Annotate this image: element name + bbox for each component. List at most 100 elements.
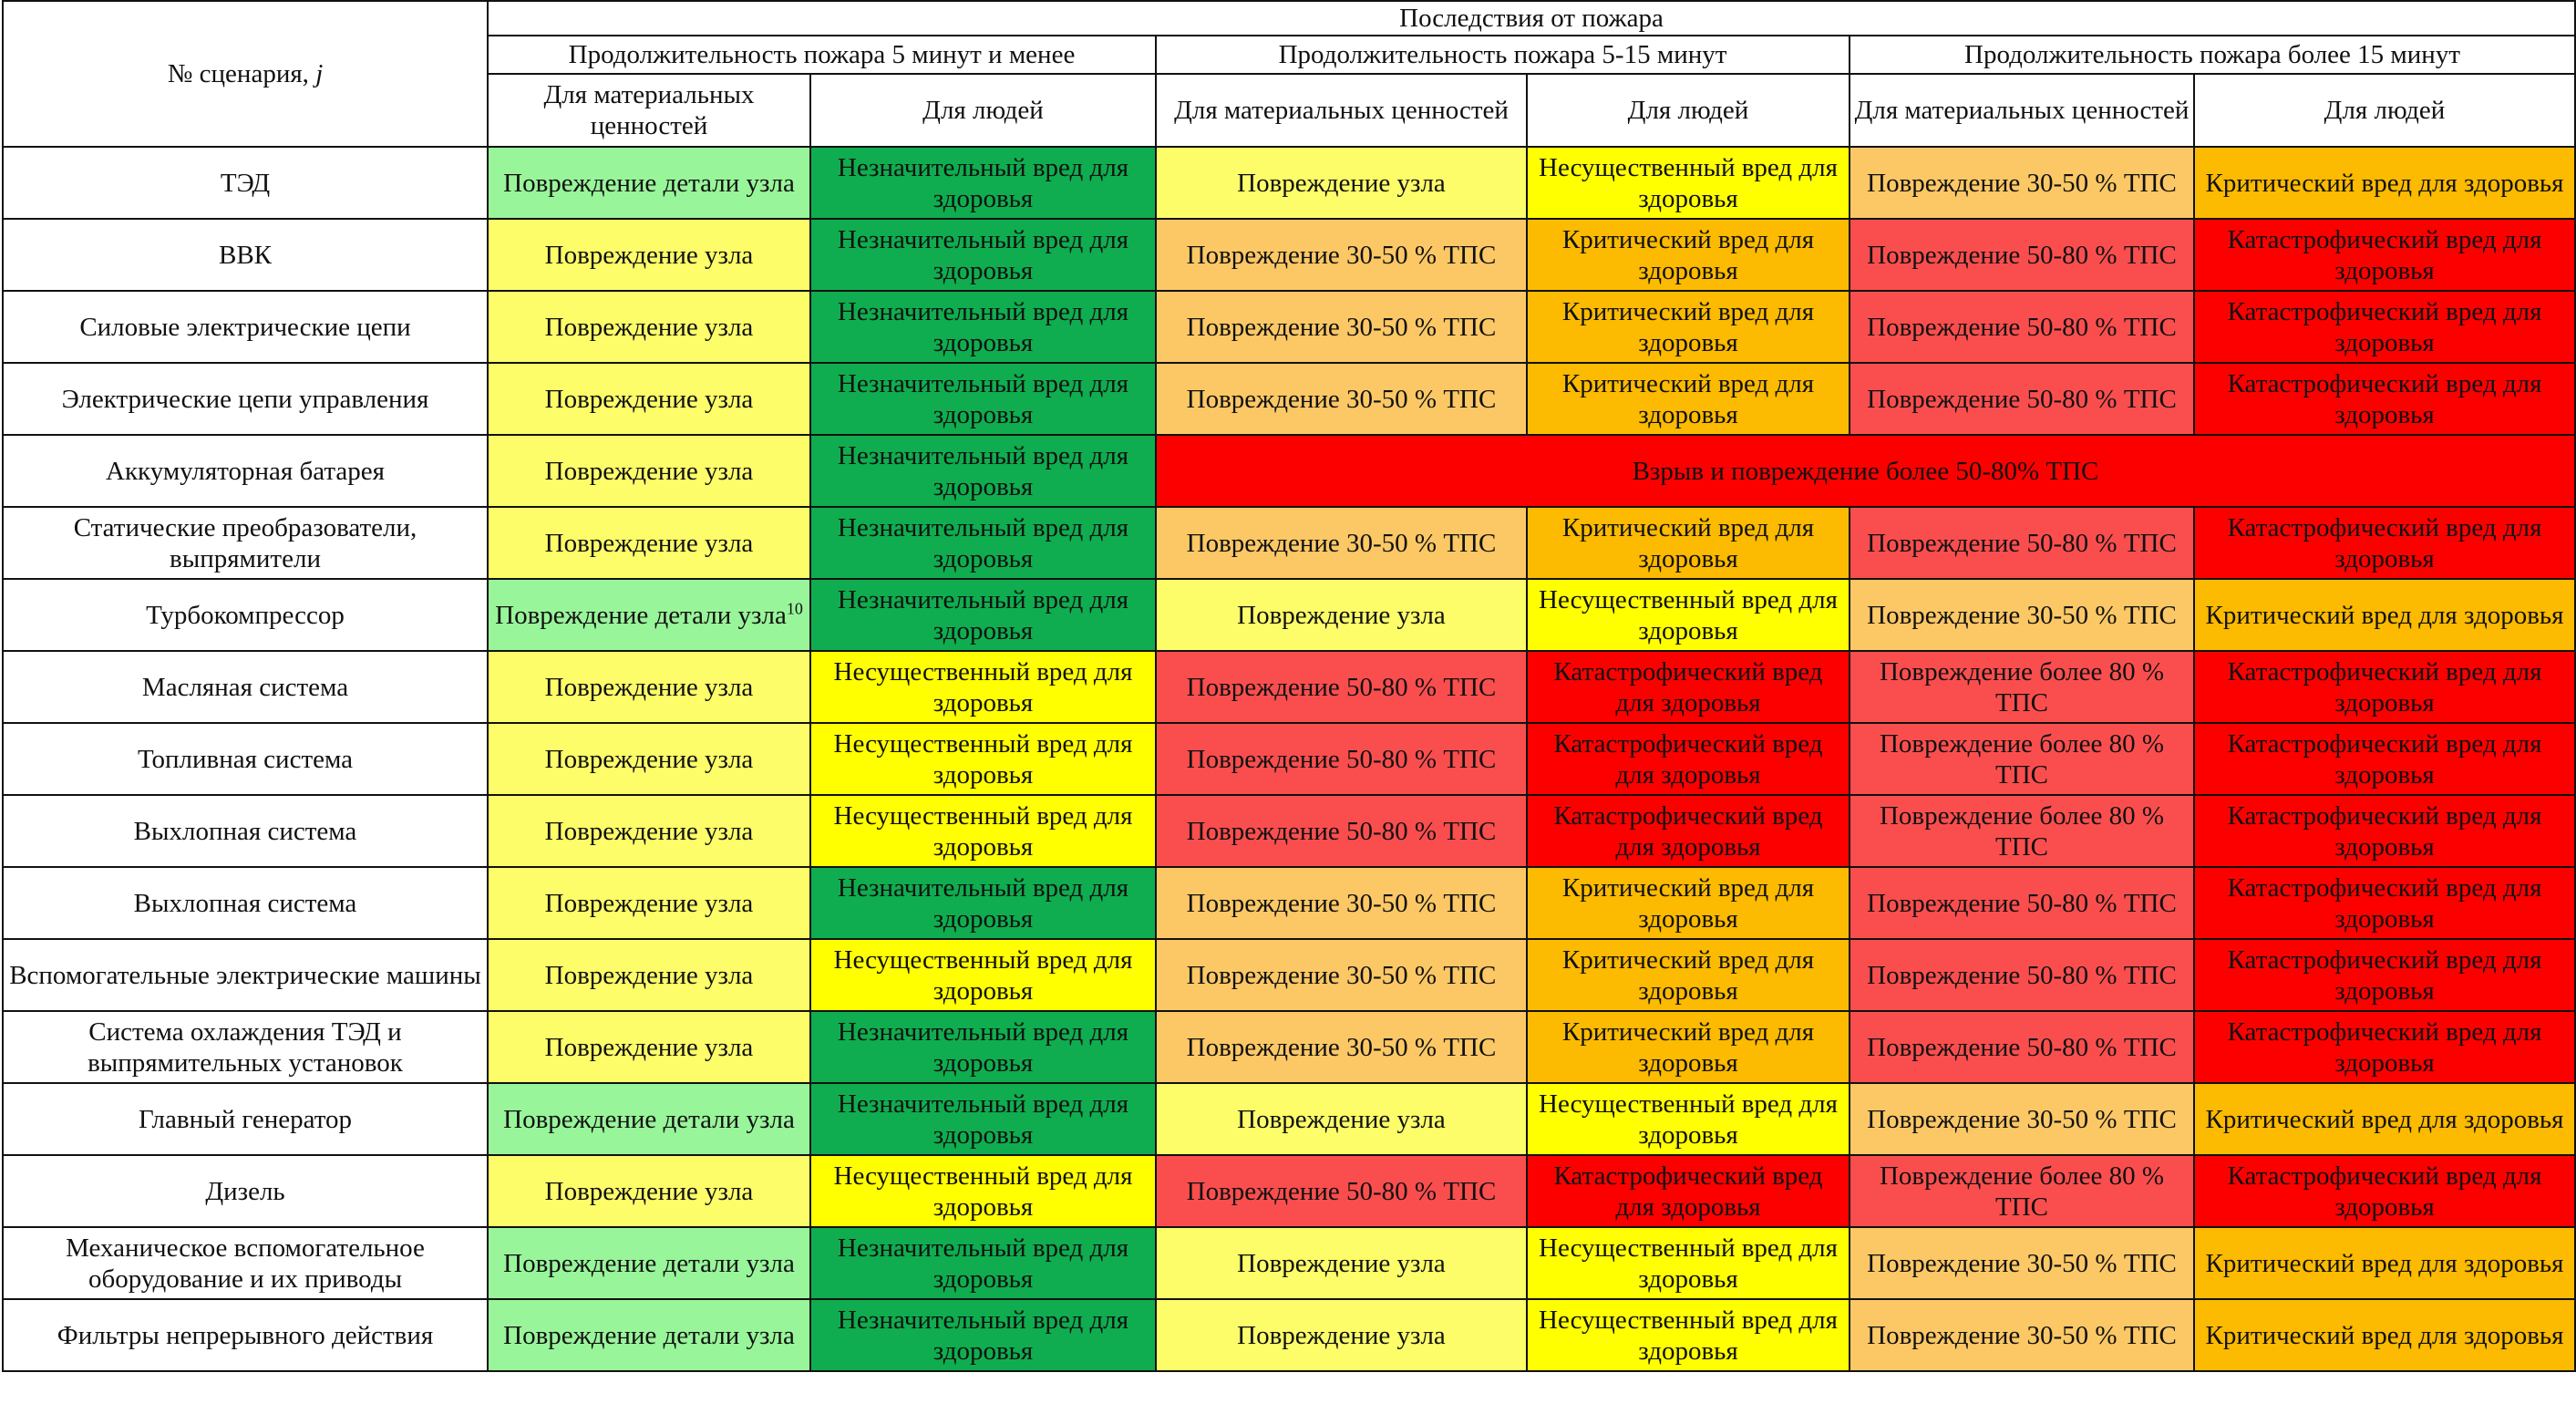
consequence-text: Критический вред для здоровья — [1561, 512, 1815, 573]
consequence-text: Катастрофический вред для здоровья — [2227, 296, 2542, 357]
consequence-cell: Повреждение узла — [1155, 1298, 1528, 1372]
consequence-text: Повреждение узла — [544, 528, 754, 558]
duration-header-5-15: Продолжительность пожара 5-15 минут — [1155, 35, 1850, 75]
table-row: ВВК Повреждение узла Незначительный вред д… — [2, 218, 2576, 292]
scenario-name: ТЭД — [2, 146, 489, 220]
consequence-cell: Критический вред для здоровья — [2193, 146, 2576, 220]
consequence-text: Повреждение узла — [544, 1032, 754, 1062]
table-row: Выхлопная система Повреждение узла Несущес… — [2, 794, 2576, 868]
consequence-text: Критический вред для здоровья — [1561, 872, 1815, 934]
consequence-cell: Повреждение узла — [487, 722, 811, 796]
table-row: Топливная система Повреждение узла Несущес… — [2, 722, 2576, 796]
consequence-text: Критический вред для здоровья — [2205, 168, 2564, 198]
consequence-text: Повреждение узла — [544, 1176, 754, 1206]
consequence-cell: Повреждение узла — [1155, 578, 1528, 652]
consequence-cell: Катастрофический вред для здоровья — [2193, 722, 2576, 796]
consequence-text: Повреждение 50-80 % ТПС — [1867, 888, 2177, 918]
consequence-text: Повреждение 30-50 % ТПС — [1867, 1320, 2177, 1350]
consequence-cell: Повреждение детали узла — [487, 1082, 811, 1156]
consequence-text: Повреждение детали узла — [495, 600, 787, 630]
consequence-cell: Катастрофический вред для здоровья — [1526, 794, 1850, 868]
consequence-text: Катастрофический вред для здоровья — [1553, 1161, 1823, 1222]
consequence-text: Незначительный вред для здоровья — [837, 512, 1129, 573]
consequence-cell: Несущественный вред для здоровья — [1526, 146, 1850, 220]
consequence-cell: Повреждение узла — [487, 794, 811, 868]
fire-consequences-table: № сценария, j Последствия от пожара Прод… — [2, 0, 2576, 1372]
consequence-cell: Критический вред для здоровья — [1526, 866, 1850, 940]
scenario-name: Механическое вспомогательное оборудовани… — [2, 1226, 489, 1300]
scenario-name: Вспомогательные электрические машины — [2, 938, 489, 1012]
consequence-text: Повреждение узла — [1237, 168, 1446, 198]
consequence-cell: Несущественный вред для здоровья — [1526, 578, 1850, 652]
consequence-cell: Незначительный вред для здоровья — [809, 1226, 1157, 1300]
consequence-cell: Повреждение 30-50 % ТПС — [1155, 362, 1528, 436]
consequence-text: Повреждение узла — [544, 816, 754, 846]
scenario-header: № сценария, j — [2, 0, 489, 148]
consequence-cell: Повреждение узла — [487, 218, 811, 292]
consequence-text: Повреждение 50-80 % ТПС — [1867, 240, 2177, 270]
consequence-cell: Незначительный вред для здоровья — [809, 290, 1157, 364]
consequence-text: Повреждение узла — [1237, 1320, 1446, 1350]
consequence-cell: Повреждение 30-50 % ТПС — [1155, 218, 1528, 292]
consequence-text: Незначительный вред для здоровья — [837, 872, 1129, 934]
scenario-name: Силовые электрические цепи — [2, 290, 489, 364]
consequence-cell: Незначительный вред для здоровья — [809, 506, 1157, 580]
consequence-text: Незначительный вред для здоровья — [837, 152, 1129, 213]
table-row: Масляная система Повреждение узла Несущест… — [2, 650, 2576, 724]
consequence-cell: Повреждение 50-80 % ТПС — [1155, 1154, 1528, 1228]
consequence-text: Незначительный вред для здоровья — [837, 224, 1129, 285]
consequence-text: Катастрофический вред для здоровья — [2227, 1161, 2542, 1222]
consequence-text: Катастрофический вред для здоровья — [2227, 728, 2542, 790]
consequence-text: Катастрофический вред для здоровья — [1553, 728, 1823, 790]
consequence-cell: Повреждение узла — [487, 938, 811, 1012]
consequence-text: Критический вред для здоровья — [2205, 1248, 2564, 1278]
consequence-text: Несущественный вред для здоровья — [833, 944, 1133, 1006]
consequence-text: Повреждение 30-50 % ТПС — [1186, 384, 1497, 414]
consequence-text: Незначительный вред для здоровья — [837, 584, 1129, 645]
consequence-cell: Взрыв и повреждение более 50-80% ТПС — [1155, 434, 2576, 508]
consequence-cell: Повреждение детали узла — [487, 1298, 811, 1372]
consequence-cell: Катастрофический вред для здоровья — [2193, 506, 2576, 580]
table-row: Дизель Повреждение узла Несущественный вре… — [2, 1154, 2576, 1228]
consequence-cell: Повреждение 50-80 % ТПС — [1849, 506, 2195, 580]
consequence-cell: Повреждение 30-50 % ТПС — [1155, 866, 1528, 940]
consequence-text: Повреждение 50-80 % ТПС — [1867, 1032, 2177, 1062]
consequence-text: Взрыв и повреждение более 50-80% ТПС — [1632, 456, 2099, 486]
footnote-marker: 10 — [786, 598, 803, 617]
scenario-header-label: № сценария, — [167, 59, 316, 88]
consequence-text: Повреждение узла — [544, 384, 754, 414]
consequence-cell: Несущественный вред для здоровья — [809, 650, 1157, 724]
scenario-name: Статические преобразователи, выпрямители — [2, 506, 489, 580]
consequence-text: Несущественный вред для здоровья — [1539, 1233, 1838, 1294]
consequence-cell: Повреждение детали узла — [487, 1226, 811, 1300]
consequence-cell: Несущественный вред для здоровья — [809, 1154, 1157, 1228]
consequence-cell: Повреждение 50-80 % ТПС — [1849, 290, 2195, 364]
consequence-cell: Повреждение 50-80 % ТПС — [1155, 794, 1528, 868]
consequence-text: Незначительный вред для здоровья — [837, 1233, 1129, 1294]
consequence-text: Повреждение узла — [544, 240, 754, 270]
scenario-name: Выхлопная система — [2, 866, 489, 940]
col-header-people: Для людей — [2193, 73, 2576, 148]
scenario-name: Турбокомпрессор — [2, 578, 489, 652]
duration-header-5: Продолжительность пожара 5 минут и менее — [487, 35, 1157, 75]
scenario-name: Главный генератор — [2, 1082, 489, 1156]
consequence-cell: Повреждение 30-50 % ТПС — [1849, 1226, 2195, 1300]
consequence-text: Незначительный вред для здоровья — [837, 1017, 1129, 1078]
consequence-text: Повреждение узла — [1237, 600, 1446, 630]
table-row: Механическое вспомогательное оборудовани… — [2, 1226, 2576, 1300]
consequence-text: Повреждение детали узла — [503, 1248, 795, 1278]
consequence-text: Повреждение 30-50 % ТПС — [1186, 960, 1497, 990]
scenario-header-var: j — [315, 59, 324, 88]
consequence-text: Катастрофический вред для здоровья — [2227, 872, 2542, 934]
consequence-cell: Незначительный вред для здоровья — [809, 434, 1157, 508]
consequence-text: Незначительный вред для здоровья — [837, 296, 1129, 357]
consequence-text: Повреждение узла — [544, 672, 754, 702]
consequence-text: Повреждение детали узла — [503, 1104, 795, 1134]
consequence-text: Повреждение 30-50 % ТПС — [1867, 600, 2177, 630]
consequence-text: Повреждение детали узла — [503, 168, 795, 198]
consequences-header: Последствия от пожара — [487, 0, 2576, 36]
consequence-text: Повреждение 30-50 % ТПС — [1186, 312, 1497, 342]
consequence-text: Повреждение 50-80 % ТПС — [1186, 744, 1497, 774]
consequence-cell: Повреждение 30-50 % ТПС — [1849, 1082, 2195, 1156]
consequence-text: Несущественный вред для здоровья — [1539, 584, 1838, 645]
